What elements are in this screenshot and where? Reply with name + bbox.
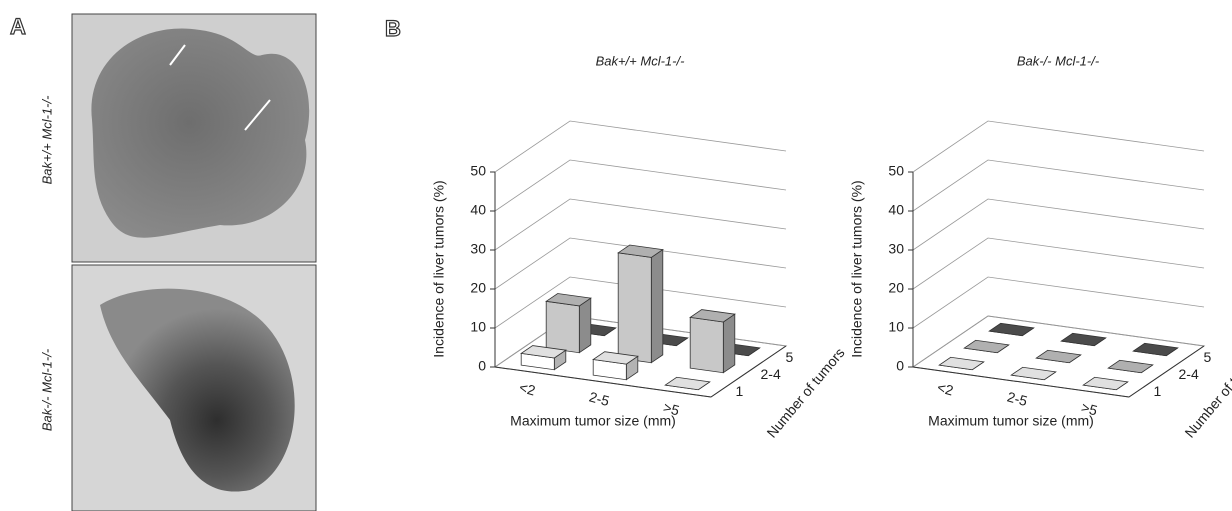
x-axis-label: Maximum tumor size (mm)	[928, 413, 1094, 429]
x-tick-label: 2-5	[1005, 388, 1029, 409]
z-tick-label: 1	[1154, 383, 1162, 399]
x-axis-label: Maximum tumor size (mm)	[510, 413, 676, 429]
x-axis	[912, 366, 1130, 398]
grid-line	[494, 198, 787, 251]
y-tick-label: 0	[478, 358, 486, 374]
grid-line	[912, 159, 1205, 212]
x-axis	[494, 366, 712, 398]
grid-line	[912, 315, 1205, 368]
y-axis-label: Incidence of liver tumors (%)	[431, 180, 447, 357]
bar-top	[1082, 376, 1129, 391]
chart: 0 10 20 30 40 50 <2 2-5 >5 1 2-4 5 Maximum tumor siz…	[431, 53, 848, 440]
chart: 0 10 20 30 40 50 <2 2-5 >5 1 2-4 5 Maximum tumor siz…	[849, 53, 1232, 440]
photo	[71, 264, 317, 511]
chart-title: Bak+/+ Mcl-1-/-	[596, 53, 686, 68]
bar-top	[1035, 349, 1082, 364]
z-tick-label: 2-4	[1179, 366, 1199, 382]
bar-front	[545, 300, 580, 354]
y-tick-label: 30	[888, 241, 904, 257]
photo-label: Bak+/+ Mcl-1-/-	[39, 95, 54, 185]
x-tick-label: >5	[1080, 399, 1100, 419]
grid-line	[912, 276, 1205, 329]
bar	[1107, 359, 1154, 374]
z-axis	[710, 345, 787, 398]
bar	[545, 293, 592, 354]
bar	[592, 351, 639, 381]
bar-top	[963, 339, 1010, 354]
y-tick-label: 10	[888, 319, 904, 335]
y-tick-label: 30	[470, 241, 486, 257]
x-tick-label: <2	[936, 379, 956, 399]
bar-top	[1132, 342, 1179, 357]
x-tick-label: <2	[518, 379, 538, 399]
y-tick-label: 20	[470, 280, 486, 296]
bar	[1010, 366, 1057, 381]
bar	[1132, 342, 1179, 357]
x-tick-label: >5	[662, 399, 682, 419]
bar-top	[689, 309, 736, 323]
bar	[664, 376, 711, 391]
bar-top	[988, 322, 1035, 337]
bar-side	[650, 248, 664, 364]
bar-top	[545, 293, 592, 307]
bar	[1060, 332, 1107, 347]
y-tick-label: 10	[470, 319, 486, 335]
panel-label: A	[10, 14, 26, 39]
z-tick-label: 5	[786, 349, 794, 365]
grid-line	[494, 237, 787, 290]
y-axis-label: Incidence of liver tumors (%)	[849, 180, 865, 357]
bar	[689, 309, 736, 374]
grid-line	[912, 120, 1205, 173]
x-tick-label: 2-5	[587, 388, 611, 409]
grid-line	[912, 198, 1205, 251]
grid-line	[494, 159, 787, 212]
z-tick-label: 1	[736, 383, 744, 399]
bar-front	[617, 252, 652, 364]
grid-line	[494, 120, 787, 173]
panel-label: B	[385, 16, 401, 41]
chart-title: Bak-/- Mcl-1-/-	[1017, 53, 1100, 68]
grid-line	[494, 276, 787, 329]
z-axis	[1128, 345, 1205, 398]
bar-top	[592, 351, 639, 365]
grid-line	[912, 237, 1205, 290]
bar-side	[578, 297, 592, 354]
y-tick-label: 20	[888, 280, 904, 296]
bar-top	[520, 345, 567, 359]
photo-label: Bak-/- Mcl-1-/-	[39, 348, 54, 431]
y-tick-label: 40	[470, 202, 486, 218]
bar	[1035, 349, 1082, 364]
bar	[617, 244, 664, 364]
y-tick-label: 50	[888, 163, 904, 179]
bar	[1082, 376, 1129, 391]
bar-top	[1010, 366, 1057, 381]
y-tick-label: 40	[888, 202, 904, 218]
photo	[71, 13, 317, 263]
bar	[988, 322, 1035, 337]
bar-top	[1107, 359, 1154, 374]
bar	[520, 345, 567, 371]
bar-top	[664, 376, 711, 391]
y-tick-label: 50	[470, 163, 486, 179]
bar-top	[938, 356, 985, 371]
bar-side	[722, 313, 736, 374]
z-tick-label: 5	[1204, 349, 1212, 365]
z-tick-label: 2-4	[761, 366, 781, 382]
z-axis-label: Number of tumors	[763, 345, 847, 441]
bar	[963, 339, 1010, 354]
bar-top	[1060, 332, 1107, 347]
y-tick-label: 0	[896, 358, 904, 374]
bar-top	[617, 244, 664, 258]
bar	[938, 356, 985, 371]
bar-front	[689, 316, 724, 374]
